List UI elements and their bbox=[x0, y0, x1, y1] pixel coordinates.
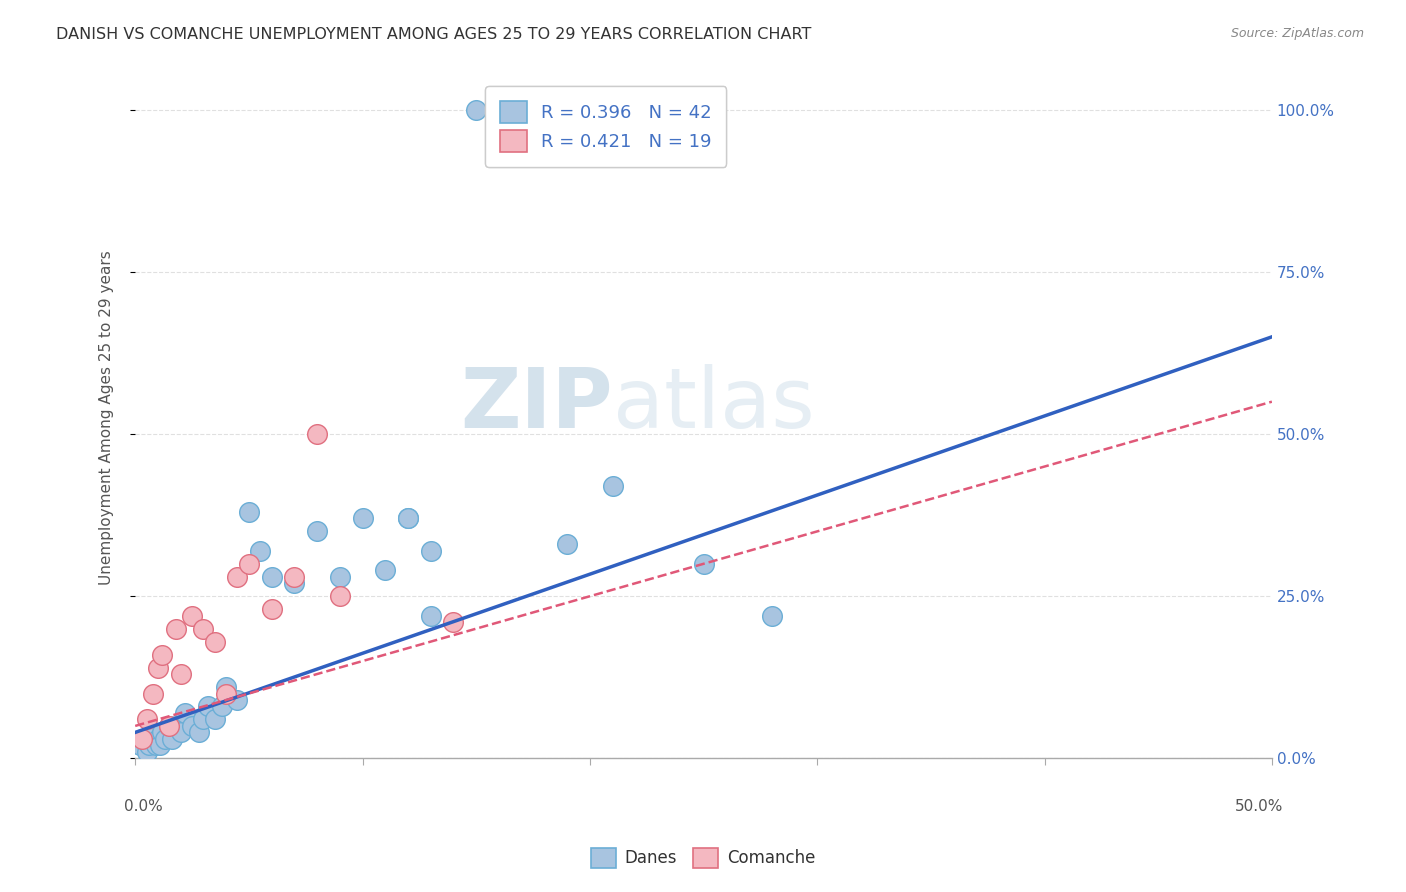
Point bbox=[204, 713, 226, 727]
Point bbox=[165, 719, 187, 733]
Text: ZIP: ZIP bbox=[460, 364, 613, 445]
Point bbox=[329, 570, 352, 584]
Point bbox=[204, 634, 226, 648]
Y-axis label: Unemployment Among Ages 25 to 29 years: Unemployment Among Ages 25 to 29 years bbox=[100, 251, 114, 585]
Point bbox=[283, 576, 305, 591]
Point bbox=[138, 739, 160, 753]
Point bbox=[128, 739, 150, 753]
Text: DANISH VS COMANCHE UNEMPLOYMENT AMONG AGES 25 TO 29 YEARS CORRELATION CHART: DANISH VS COMANCHE UNEMPLOYMENT AMONG AG… bbox=[56, 27, 811, 42]
Point bbox=[329, 589, 352, 603]
Point bbox=[249, 544, 271, 558]
Point bbox=[152, 648, 174, 662]
Point bbox=[187, 725, 209, 739]
Point bbox=[307, 524, 329, 539]
Point bbox=[169, 725, 191, 739]
Point bbox=[149, 739, 172, 753]
Point bbox=[174, 706, 197, 720]
Text: 50.0%: 50.0% bbox=[1234, 799, 1284, 814]
Point bbox=[193, 713, 215, 727]
Point bbox=[238, 505, 260, 519]
Legend: Danes, Comanche: Danes, Comanche bbox=[585, 841, 821, 875]
Point bbox=[260, 570, 283, 584]
Point bbox=[602, 479, 624, 493]
Point bbox=[374, 563, 396, 577]
Point bbox=[134, 731, 156, 746]
Point bbox=[146, 660, 169, 674]
Point bbox=[181, 608, 204, 623]
Point bbox=[419, 544, 441, 558]
Point bbox=[307, 427, 329, 442]
Point bbox=[352, 511, 374, 525]
Text: 0.0%: 0.0% bbox=[124, 799, 163, 814]
Point bbox=[135, 713, 157, 727]
Point bbox=[131, 731, 153, 746]
Point bbox=[396, 511, 419, 525]
Point bbox=[215, 686, 238, 700]
Point bbox=[160, 731, 183, 746]
Point bbox=[510, 103, 533, 117]
Point bbox=[145, 739, 167, 753]
Point bbox=[215, 680, 238, 694]
Point bbox=[238, 557, 260, 571]
Point bbox=[396, 511, 419, 525]
Point bbox=[153, 731, 176, 746]
Point bbox=[260, 602, 283, 616]
Point bbox=[226, 693, 249, 707]
Point bbox=[142, 725, 165, 739]
Point bbox=[692, 557, 714, 571]
Point bbox=[761, 608, 783, 623]
Point bbox=[169, 667, 191, 681]
Point bbox=[157, 719, 180, 733]
Point bbox=[157, 719, 180, 733]
Point bbox=[139, 731, 162, 746]
Point bbox=[555, 537, 578, 551]
Point bbox=[165, 622, 187, 636]
Point bbox=[181, 719, 204, 733]
Point bbox=[152, 725, 174, 739]
Point bbox=[443, 615, 465, 629]
Point bbox=[135, 745, 157, 759]
Point bbox=[226, 570, 249, 584]
Legend: R = 0.396   N = 42, R = 0.421   N = 19: R = 0.396 N = 42, R = 0.421 N = 19 bbox=[485, 87, 727, 167]
Point bbox=[465, 103, 488, 117]
Text: atlas: atlas bbox=[613, 364, 814, 445]
Point bbox=[193, 622, 215, 636]
Point bbox=[283, 570, 305, 584]
Point bbox=[419, 608, 441, 623]
Text: Source: ZipAtlas.com: Source: ZipAtlas.com bbox=[1230, 27, 1364, 40]
Point bbox=[146, 731, 169, 746]
Point bbox=[197, 699, 219, 714]
Point bbox=[211, 699, 233, 714]
Point bbox=[142, 686, 165, 700]
